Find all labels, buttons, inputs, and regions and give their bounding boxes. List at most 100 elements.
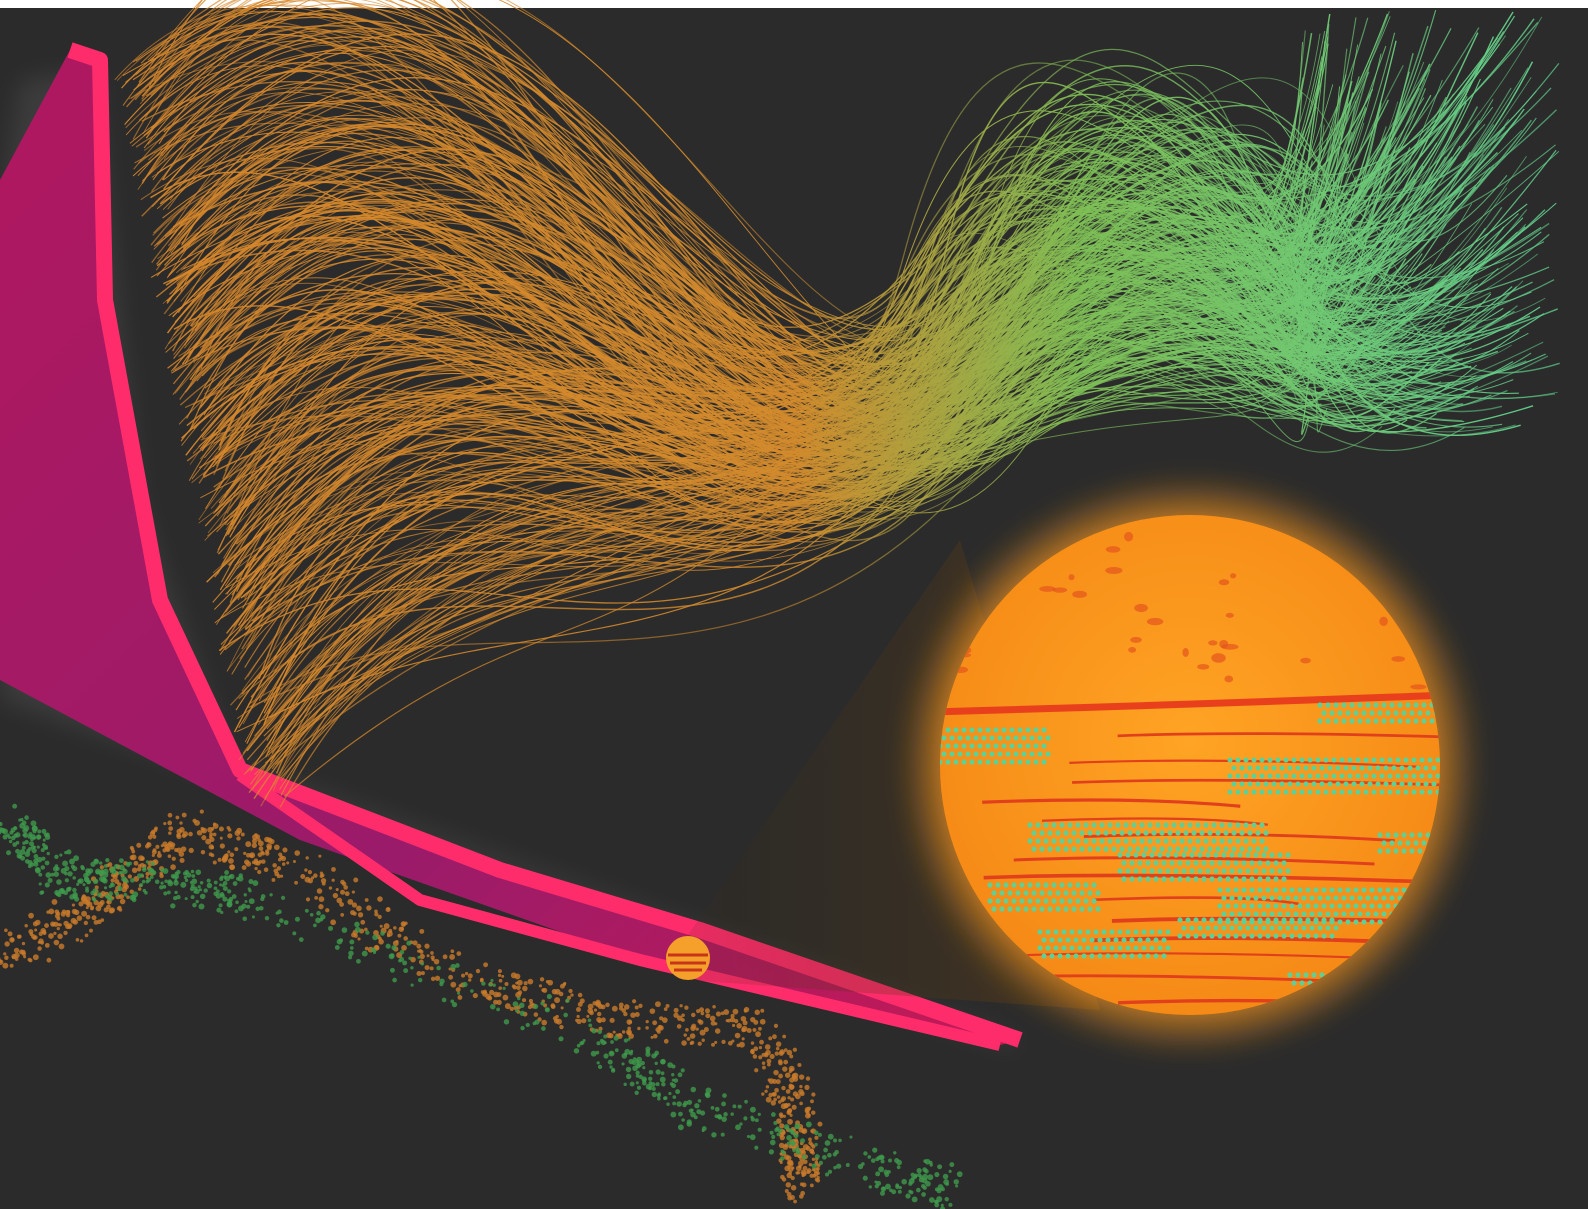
trail-dot — [790, 1097, 795, 1102]
trail-dot — [103, 907, 109, 913]
disc-green-dot — [1025, 743, 1031, 749]
disc-green-dot — [1239, 830, 1245, 836]
disc-green-dot — [1295, 765, 1301, 771]
trail-dot — [176, 894, 181, 900]
disc-green-dot — [1157, 929, 1163, 935]
disc-green-dot — [1201, 933, 1207, 939]
disc-green-dot — [1421, 702, 1427, 708]
trail-dot — [704, 1008, 710, 1014]
trail-dot — [621, 1062, 625, 1066]
trail-dot — [493, 999, 499, 1005]
disc-green-dot — [1311, 765, 1317, 771]
disc-green-dot — [1285, 925, 1291, 931]
disc-green-dot — [1401, 710, 1407, 716]
disc-green-dot — [1193, 876, 1199, 882]
disc-green-dot — [953, 727, 959, 733]
disc-green-dot — [1245, 911, 1251, 917]
trail-dot — [862, 1175, 868, 1181]
disc-green-dot — [1241, 876, 1247, 882]
trail-dot — [695, 1027, 699, 1031]
disc-green-dot — [1089, 953, 1095, 959]
trail-dot — [817, 1121, 823, 1127]
disc-green-dot — [1395, 757, 1401, 763]
disc-green-dot — [1055, 890, 1061, 896]
trail-dot — [110, 882, 115, 888]
disc-green-dot — [1101, 945, 1107, 951]
trail-dot — [816, 1171, 820, 1176]
trail-dot — [669, 1082, 674, 1086]
disc-green-dot — [1321, 903, 1327, 909]
trail-dot — [560, 1006, 564, 1010]
trail-dot — [786, 1110, 792, 1116]
trail-dot — [193, 886, 198, 891]
trail-dot — [76, 915, 83, 921]
disc-green-dot — [1373, 895, 1379, 901]
trail-dot — [222, 881, 228, 886]
trail-dot — [673, 1007, 679, 1013]
trail-dot — [33, 858, 39, 864]
fiber-strand — [200, 59, 1518, 517]
trail-dot — [66, 913, 71, 918]
disc-green-dot — [1277, 895, 1283, 901]
trail-dot — [597, 1064, 603, 1070]
trail-dot — [40, 890, 45, 895]
disc-green-dot — [1017, 743, 1023, 749]
disc-pit — [1182, 648, 1189, 657]
trail-dot — [8, 839, 13, 844]
fiber-strand — [156, 114, 1465, 445]
disc-green-dot — [1263, 781, 1269, 787]
trail-dot — [789, 1194, 795, 1200]
trail-dot — [694, 1103, 700, 1109]
trail-dot — [100, 890, 106, 897]
trail-dot — [595, 1002, 599, 1006]
disc-green-dot — [1033, 759, 1039, 765]
disc-green-dot — [1217, 876, 1223, 882]
disc-green-dot — [969, 743, 975, 749]
trail-dot — [777, 1128, 783, 1134]
disc-green-dot — [1201, 860, 1207, 866]
disc-green-dot — [1333, 925, 1339, 931]
trail-dot — [596, 1011, 602, 1017]
trail-dot — [456, 951, 462, 956]
trail-dot — [769, 1053, 775, 1060]
trail-dot — [86, 901, 93, 908]
trail-dot — [166, 890, 171, 895]
trail-dot — [874, 1184, 879, 1189]
disc-green-dot — [1121, 860, 1127, 866]
disc-green-dot — [1273, 887, 1279, 893]
disc-green-dot — [1293, 911, 1299, 917]
trail-dot — [496, 1007, 500, 1012]
disc-green-dot — [1009, 727, 1015, 733]
trail-dot — [681, 1040, 687, 1046]
trail-dot — [603, 1053, 609, 1059]
disc-green-dot — [1213, 868, 1219, 874]
trail-dot — [231, 894, 237, 899]
trail-dot — [174, 847, 179, 852]
trail-dot — [710, 1106, 715, 1110]
disc-green-dot — [1385, 903, 1391, 909]
trail-dot — [51, 899, 58, 905]
trail-dot — [776, 1132, 781, 1137]
trail-dot — [276, 923, 281, 928]
disc-green-dot — [1143, 846, 1149, 852]
disc-green-dot — [1393, 710, 1399, 716]
disc-green-dot — [1115, 822, 1121, 828]
disc-green-dot — [1057, 937, 1063, 943]
trail-dot — [354, 926, 361, 933]
trail-dot — [66, 910, 71, 914]
trail-dot — [145, 860, 149, 864]
disc-green-dot — [1345, 710, 1351, 716]
trail-dot — [280, 874, 284, 878]
trail-dot — [770, 1112, 776, 1117]
disc-green-dot — [1055, 846, 1061, 852]
disc-green-dot — [1127, 830, 1133, 836]
disc-green-dot — [1095, 830, 1101, 836]
disc-green-dot — [1271, 765, 1277, 771]
trail-dot — [782, 1034, 787, 1039]
disc-green-dot — [1171, 838, 1177, 844]
trail-dot — [390, 967, 395, 973]
disc-green-dot — [1017, 759, 1023, 765]
disc-green-dot — [1347, 773, 1353, 779]
disc-green-dot — [1185, 917, 1191, 923]
disc-green-dot — [961, 743, 967, 749]
